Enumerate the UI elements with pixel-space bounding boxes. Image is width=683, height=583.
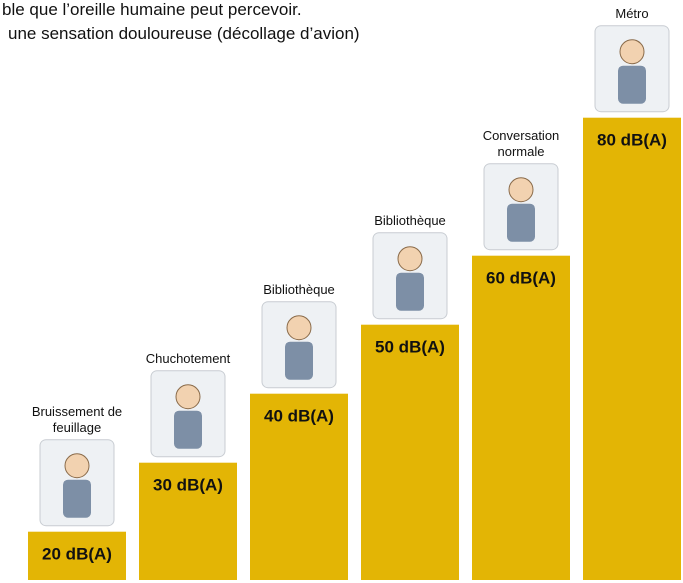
illustration <box>509 178 533 202</box>
illustration <box>285 342 313 380</box>
category-label: Bruissement de feuillage <box>25 404 129 436</box>
illustration <box>507 204 535 242</box>
bar <box>361 325 459 580</box>
illustration <box>65 454 89 478</box>
value-label: 40 dB(A) <box>264 407 334 426</box>
value-label: 80 dB(A) <box>597 131 667 150</box>
bar <box>583 118 681 580</box>
illustration <box>618 66 646 104</box>
value-label: 30 dB(A) <box>153 476 223 495</box>
bar <box>472 256 570 580</box>
category-label: Conversation normale <box>469 128 573 160</box>
category-label: Bibliothèque <box>247 282 351 298</box>
illustration <box>176 385 200 409</box>
illustration <box>174 411 202 449</box>
illustration <box>63 480 91 518</box>
illustration <box>396 273 424 311</box>
category-label: Métro <box>580 6 683 22</box>
category-label: Chuchotement <box>136 351 240 367</box>
category-label: Bibliothèque <box>358 213 462 229</box>
page: ble que l’oreille humaine peut percevoir… <box>0 0 683 583</box>
value-label: 50 dB(A) <box>375 338 445 357</box>
illustration <box>398 247 422 271</box>
value-label: 20 dB(A) <box>42 545 112 564</box>
illustration <box>287 316 311 340</box>
value-label: 60 dB(A) <box>486 269 556 288</box>
illustration <box>620 40 644 64</box>
